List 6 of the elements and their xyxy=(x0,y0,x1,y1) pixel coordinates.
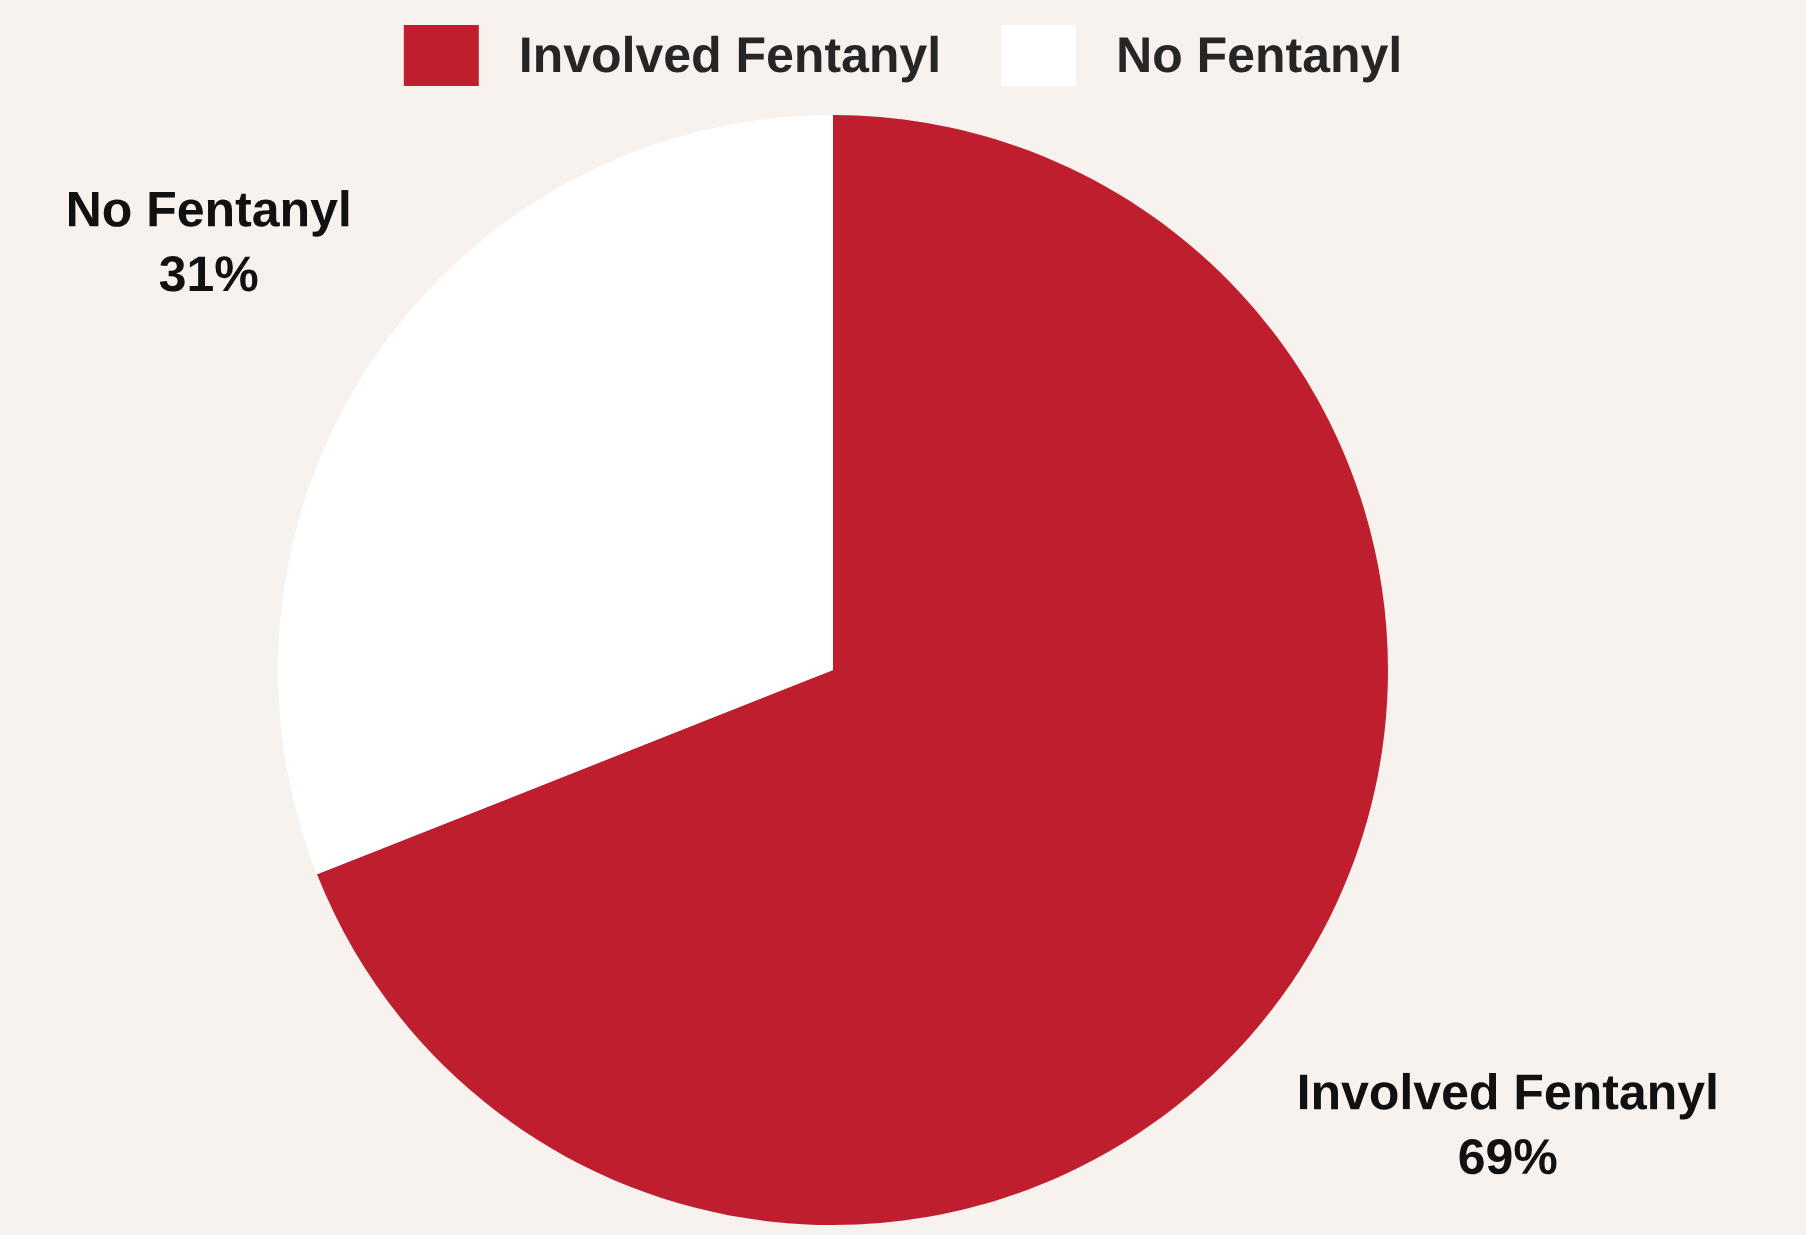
slice-label: No Fentanyl xyxy=(69,190,349,237)
legend-label: No Fentanyl xyxy=(1119,35,1399,83)
legend-label: Involved Fentanyl xyxy=(522,35,938,83)
data-label: 69% xyxy=(1459,1138,1557,1175)
slice-label: Involved Fentanyl xyxy=(1299,1072,1716,1120)
data-label: 31% xyxy=(159,256,258,292)
